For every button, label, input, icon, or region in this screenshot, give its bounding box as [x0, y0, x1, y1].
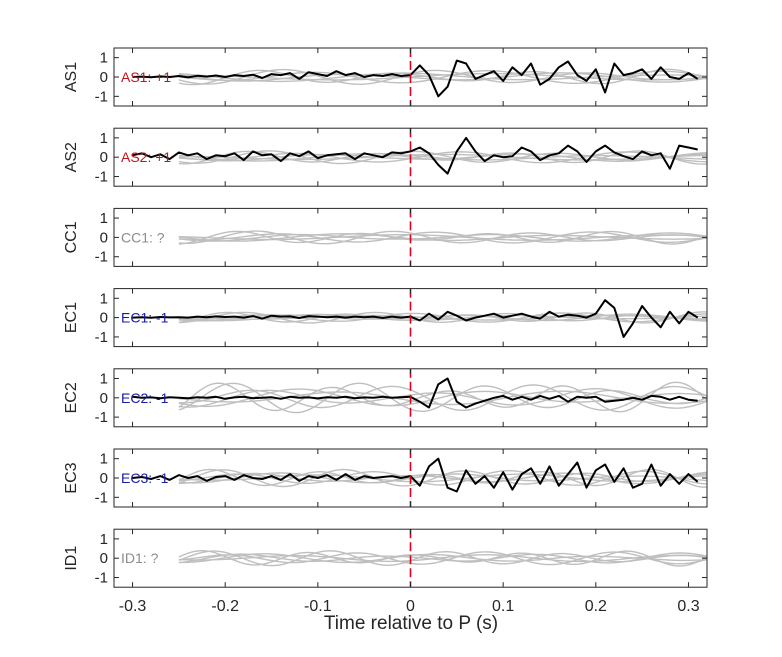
plot-area — [132, 136, 707, 175]
background-trace — [178, 231, 707, 244]
background-trace — [178, 468, 707, 488]
y-tick-label: 0 — [100, 550, 108, 567]
y-tick-label: -1 — [95, 169, 108, 186]
y-axis-label: EC2 — [63, 382, 80, 413]
main-trace — [132, 377, 698, 409]
x-tick-label: -0.2 — [211, 598, 239, 615]
plot-area — [178, 230, 707, 245]
x-tick-label: 0.2 — [585, 598, 607, 615]
x-tick-label: -0.3 — [119, 598, 147, 615]
background-trace — [178, 311, 707, 324]
y-axis-label: EC3 — [63, 462, 80, 493]
y-tick-label: -1 — [95, 88, 108, 105]
y-tick-label: 1 — [100, 50, 108, 67]
background-trace — [178, 381, 707, 413]
y-tick-label: 1 — [100, 370, 108, 387]
background-trace — [178, 551, 707, 566]
background-trace — [178, 230, 707, 245]
y-axis-label: ID1 — [63, 546, 80, 571]
background-trace — [178, 68, 707, 86]
background-trace — [178, 311, 707, 324]
y-axis-label: AS1 — [63, 62, 80, 92]
main-trace — [132, 299, 699, 338]
x-tick-label: 0.3 — [677, 598, 699, 615]
plot-area — [132, 377, 707, 414]
station-polarity-label: EC3: -1 — [121, 470, 169, 486]
background-trace — [178, 468, 707, 488]
background-trace — [178, 471, 707, 485]
background-trace — [178, 152, 707, 162]
y-tick-label: -1 — [95, 489, 108, 506]
y-tick-label: 0 — [100, 149, 108, 166]
y-tick-label: -1 — [95, 249, 108, 266]
plot-area — [178, 549, 707, 567]
x-tick-label: 0.1 — [492, 598, 514, 615]
station-polarity-label: EC1: -1 — [121, 310, 169, 326]
panel-cc1: 1 0 -1 CC1 CC1: ? — [63, 207, 708, 267]
panel-ec1: 1 0 -1 EC1 EC1: -1 — [63, 288, 708, 348]
x-axis: -0.3 -0.2 -0.1 0 0.1 0.2 0.3 — [119, 598, 700, 615]
plot-area — [132, 299, 707, 338]
panel-as2: 1 0 -1 AS2 AS2: +1 — [63, 127, 708, 187]
background-trace — [178, 553, 707, 564]
background-trace — [178, 388, 707, 409]
panel-id1: 1 0 -1 ID1 ID1: ? — [63, 528, 708, 588]
y-tick-label: 1 — [100, 210, 108, 227]
x-tick-label: 0 — [406, 598, 415, 615]
y-tick-label: 0 — [100, 390, 108, 407]
background-trace — [178, 230, 707, 245]
y-tick-label: 1 — [100, 451, 108, 468]
background-trace — [178, 150, 707, 165]
station-polarity-label: AS1: +1 — [121, 69, 171, 85]
y-axis-label: CC1 — [63, 221, 80, 253]
panels-group: 1 0 -1 AS1 AS1: +1 1 0 -1 AS2 AS2: +1 1 0 -1 CC1 CC1: … — [63, 47, 708, 588]
y-axis-label: EC1 — [63, 302, 80, 333]
background-trace — [178, 549, 707, 567]
main-trace — [132, 59, 699, 98]
y-tick-label: -1 — [95, 409, 108, 426]
y-tick-label: -1 — [95, 329, 108, 346]
background-trace — [178, 382, 707, 414]
y-tick-label: 0 — [100, 229, 108, 246]
background-trace — [178, 388, 707, 408]
x-tick-label: -0.1 — [304, 598, 332, 615]
panel-as1: 1 0 -1 AS1 AS1: +1 — [63, 47, 708, 107]
main-trace — [132, 136, 698, 175]
plot-area — [132, 59, 707, 98]
panel-ec2: 1 0 -1 EC2 EC2: -1 — [63, 368, 708, 428]
y-tick-label: -1 — [95, 570, 108, 587]
panel-ec3: 1 0 -1 EC3 EC3: -1 — [63, 448, 708, 508]
y-tick-label: 0 — [100, 470, 108, 487]
y-tick-label: 1 — [100, 531, 108, 548]
y-tick-label: 1 — [100, 130, 108, 147]
y-axis-label: AS2 — [63, 142, 80, 172]
background-trace — [178, 550, 707, 567]
x-axis-label: Time relative to P (s) — [324, 613, 498, 634]
plot-area — [132, 457, 707, 493]
station-polarity-label: ID1: ? — [121, 550, 159, 566]
y-tick-label: 0 — [100, 310, 108, 327]
main-trace — [132, 457, 699, 493]
background-trace — [178, 384, 707, 411]
station-polarity-label: EC2: -1 — [121, 390, 169, 406]
station-polarity-label: CC1: ? — [121, 229, 165, 245]
station-polarity-label: AS2: +1 — [121, 149, 171, 165]
y-tick-label: 1 — [100, 290, 108, 307]
y-tick-label: 0 — [100, 69, 108, 86]
